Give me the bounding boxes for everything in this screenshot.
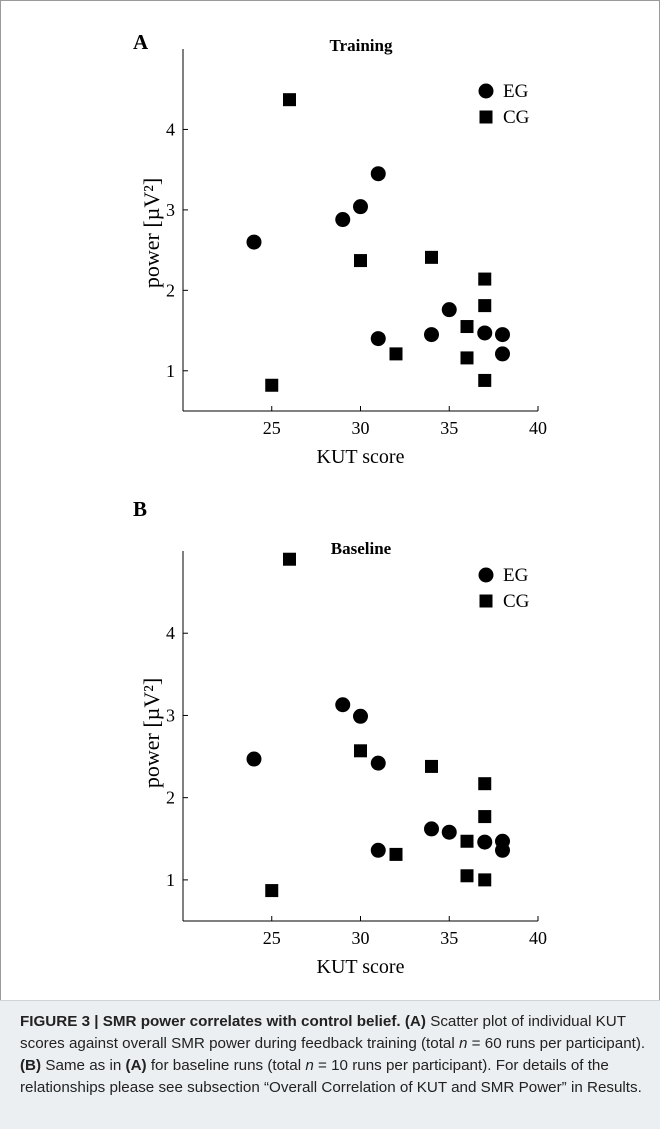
- caption-n-var: n: [458, 1035, 468, 1052]
- x-tick-label: 35: [440, 418, 458, 438]
- point-cg: [460, 351, 474, 365]
- point-eg: [495, 327, 510, 343]
- point-eg: [477, 325, 493, 341]
- chart-title: Training: [330, 36, 393, 55]
- point-cg: [478, 777, 492, 791]
- y-tick-label: 4: [166, 623, 175, 643]
- y-tick-label: 3: [166, 705, 175, 725]
- legend-label-cg: CG: [503, 591, 530, 612]
- caption-b-ref: (A): [125, 1057, 147, 1074]
- point-eg: [335, 697, 351, 713]
- point-cg: [389, 347, 403, 361]
- point-cg: [460, 834, 474, 848]
- figure-caption: FIGURE 3 | SMR power correlates with con…: [0, 1000, 660, 1129]
- point-cg: [265, 378, 279, 392]
- figure-plots: A Training 25 30 35 40 1 2 3 4 KUT score power [µV²…: [133, 30, 547, 978]
- caption-b-text1: Same as in: [41, 1057, 126, 1074]
- caption-text: FIGURE 3 | SMR power correlates with con…: [20, 1011, 646, 1099]
- legend-label-cg: CG: [503, 107, 530, 128]
- caption-a-text: Scatter plot of individual KUT scores ag…: [20, 1013, 626, 1052]
- panel-label: B: [133, 497, 147, 521]
- caption-b-tag: (B): [20, 1057, 42, 1074]
- legend-label-eg: EG: [503, 565, 529, 586]
- point-cg: [389, 847, 403, 861]
- x-tick-label: 25: [263, 928, 281, 948]
- point-cg: [265, 884, 279, 898]
- point-cg: [460, 869, 474, 883]
- point-cg: [460, 320, 474, 334]
- point-eg: [424, 327, 439, 343]
- point-cg: [354, 744, 367, 758]
- caption-b-n: = 10 runs per participant). For details …: [20, 1057, 642, 1096]
- panel-a: A Training 25 30 35 40 1 2 3 4 KUT score power [µV²…: [133, 30, 547, 468]
- y-tick-label: 1: [166, 361, 175, 381]
- point-eg: [477, 834, 493, 850]
- y-tick-label: 2: [166, 788, 175, 808]
- panel-label: A: [133, 30, 149, 54]
- legend-marker-cg: [479, 110, 493, 124]
- point-eg: [424, 821, 439, 837]
- point-eg: [370, 331, 386, 347]
- point-cg: [425, 759, 438, 773]
- point-cg: [283, 93, 296, 107]
- y-tick-label: 4: [166, 119, 175, 139]
- y-tick-label: 2: [166, 280, 175, 300]
- point-eg: [441, 824, 457, 840]
- x-axis-label: KUT score: [317, 956, 405, 978]
- y-axis-label: power [µV²]: [139, 678, 164, 788]
- point-cg: [425, 250, 438, 264]
- point-cg: [478, 299, 492, 313]
- point-eg: [353, 199, 368, 215]
- x-axis-label: KUT score: [317, 446, 405, 468]
- caption-lead: FIGURE 3 | SMR power correlates with con…: [20, 1013, 401, 1030]
- point-eg: [495, 346, 510, 362]
- point-eg: [246, 751, 262, 767]
- point-eg: [495, 842, 510, 858]
- legend-label-eg: EG: [503, 81, 529, 102]
- x-tick-label: 40: [529, 418, 547, 438]
- point-cg: [354, 254, 367, 268]
- point-eg: [246, 234, 262, 250]
- legend-marker-eg: [478, 83, 494, 99]
- caption-a-tag: (A): [404, 1013, 426, 1030]
- point-eg: [441, 302, 457, 318]
- legend-marker-cg: [479, 594, 493, 608]
- point-cg: [478, 272, 492, 286]
- caption-n-var-2: n: [305, 1057, 314, 1074]
- x-tick-label: 30: [352, 928, 370, 948]
- point-cg: [478, 873, 492, 887]
- point-eg: [370, 755, 386, 771]
- y-tick-label: 1: [166, 870, 175, 890]
- y-axis-label: power [µV²]: [139, 178, 164, 288]
- legend-marker-eg: [478, 567, 494, 583]
- point-cg: [478, 373, 492, 387]
- caption-b-text2: for baseline runs (total: [146, 1057, 306, 1074]
- x-tick-label: 35: [440, 928, 458, 948]
- x-tick-label: 30: [352, 418, 370, 438]
- point-eg: [370, 842, 386, 858]
- x-tick-label: 40: [529, 928, 547, 948]
- caption-a-n: = 60 runs per participant).: [467, 1035, 646, 1052]
- x-tick-label: 25: [263, 418, 281, 438]
- point-eg: [353, 708, 368, 724]
- panel-b: B Baseline 25 30 35 40 1 2 3 4 KUT score power [µV²…: [133, 497, 547, 978]
- point-eg: [370, 166, 386, 182]
- point-eg: [335, 212, 351, 228]
- y-tick-label: 3: [166, 200, 175, 220]
- point-cg: [478, 810, 492, 824]
- point-cg: [283, 552, 296, 566]
- chart-title: Baseline: [331, 539, 392, 558]
